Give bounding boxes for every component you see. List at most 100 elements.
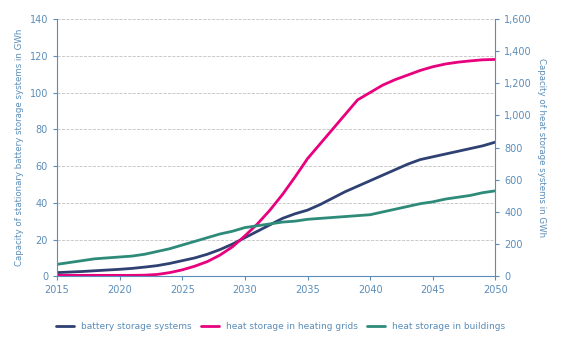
heat storage in heating grids <box>116 273 123 278</box>
heat storage in heating grids <box>229 245 236 249</box>
heat storage in heating grids <box>442 62 449 66</box>
battery storage systems <box>367 179 374 183</box>
heat storage in buildings <box>404 204 411 208</box>
battery storage systems <box>454 149 461 153</box>
heat storage in heating grids <box>91 273 98 278</box>
heat storage in buildings <box>492 189 499 193</box>
battery storage systems <box>54 270 61 275</box>
heat storage in buildings <box>204 236 211 240</box>
Y-axis label: Capacity of stationary battery storage systems in GWh: Capacity of stationary battery storage s… <box>15 29 24 266</box>
heat storage in heating grids <box>254 222 261 226</box>
heat storage in heating grids <box>242 234 249 238</box>
battery storage systems <box>492 140 499 144</box>
heat storage in heating grids <box>141 273 148 277</box>
heat storage in buildings <box>467 193 473 197</box>
heat storage in buildings <box>217 232 223 236</box>
battery storage systems <box>292 212 298 216</box>
heat storage in heating grids <box>367 90 374 94</box>
heat storage in heating grids <box>54 273 61 278</box>
battery storage systems <box>342 190 348 194</box>
battery storage systems <box>329 196 336 200</box>
battery storage systems <box>266 223 273 227</box>
battery storage systems <box>354 184 361 188</box>
battery storage systems <box>392 168 398 172</box>
battery storage systems <box>316 203 323 207</box>
heat storage in buildings <box>54 262 61 266</box>
heat storage in heating grids <box>217 253 223 257</box>
heat storage in buildings <box>91 257 98 261</box>
heat storage in heating grids <box>316 142 323 146</box>
heat storage in buildings <box>242 225 249 229</box>
heat storage in heating grids <box>191 264 198 268</box>
battery storage systems <box>404 162 411 166</box>
battery storage systems <box>467 147 473 151</box>
heat storage in heating grids <box>266 208 273 212</box>
heat storage in heating grids <box>66 273 73 278</box>
heat storage in buildings <box>379 210 386 214</box>
heat storage in buildings <box>191 239 198 243</box>
heat storage in heating grids <box>354 98 361 102</box>
battery storage systems <box>442 152 449 156</box>
battery storage systems <box>279 216 286 220</box>
heat storage in heating grids <box>104 273 111 278</box>
heat storage in heating grids <box>467 59 473 63</box>
heat storage in heating grids <box>492 57 499 61</box>
heat storage in buildings <box>254 224 261 228</box>
battery storage systems <box>217 248 223 252</box>
heat storage in buildings <box>292 219 298 223</box>
heat storage in buildings <box>104 256 111 260</box>
heat storage in heating grids <box>167 270 173 275</box>
battery storage systems <box>254 229 261 233</box>
heat storage in buildings <box>304 217 311 221</box>
heat storage in buildings <box>354 213 361 218</box>
heat storage in buildings <box>79 258 85 263</box>
Legend: battery storage systems, heat storage in heating grids, heat storage in building: battery storage systems, heat storage in… <box>52 318 509 335</box>
battery storage systems <box>229 242 236 246</box>
heat storage in heating grids <box>392 78 398 82</box>
Line: heat storage in heating grids: heat storage in heating grids <box>57 59 495 276</box>
heat storage in heating grids <box>480 58 486 62</box>
heat storage in buildings <box>279 220 286 224</box>
heat storage in buildings <box>167 247 173 251</box>
battery storage systems <box>129 266 136 270</box>
Line: heat storage in buildings: heat storage in buildings <box>57 191 495 264</box>
heat storage in buildings <box>342 214 348 219</box>
heat storage in heating grids <box>292 175 298 179</box>
battery storage systems <box>480 144 486 148</box>
battery storage systems <box>104 268 111 272</box>
heat storage in buildings <box>179 243 186 247</box>
battery storage systems <box>154 264 160 268</box>
battery storage systems <box>379 173 386 177</box>
heat storage in buildings <box>367 213 374 217</box>
battery storage systems <box>179 258 186 263</box>
heat storage in buildings <box>66 261 73 265</box>
heat storage in buildings <box>442 197 449 201</box>
heat storage in buildings <box>329 216 336 220</box>
heat storage in heating grids <box>404 73 411 77</box>
heat storage in heating grids <box>304 157 311 161</box>
heat storage in buildings <box>454 195 461 199</box>
battery storage systems <box>304 208 311 212</box>
heat storage in heating grids <box>204 260 211 264</box>
heat storage in heating grids <box>154 272 160 277</box>
battery storage systems <box>141 265 148 269</box>
heat storage in buildings <box>480 191 486 195</box>
heat storage in heating grids <box>179 268 186 272</box>
heat storage in buildings <box>417 202 424 206</box>
heat storage in heating grids <box>342 113 348 117</box>
heat storage in buildings <box>129 254 136 258</box>
battery storage systems <box>66 270 73 274</box>
heat storage in buildings <box>141 252 148 256</box>
heat storage in buildings <box>429 200 436 204</box>
heat storage in heating grids <box>329 127 336 131</box>
battery storage systems <box>191 256 198 260</box>
heat storage in heating grids <box>279 192 286 196</box>
heat storage in buildings <box>154 249 160 253</box>
battery storage systems <box>79 269 85 273</box>
heat storage in heating grids <box>454 60 461 64</box>
heat storage in buildings <box>116 255 123 259</box>
heat storage in buildings <box>229 229 236 233</box>
Y-axis label: Capacity of heat storage systems in GWh: Capacity of heat storage systems in GWh <box>537 58 546 237</box>
Line: battery storage systems: battery storage systems <box>57 142 495 272</box>
battery storage systems <box>167 261 173 265</box>
